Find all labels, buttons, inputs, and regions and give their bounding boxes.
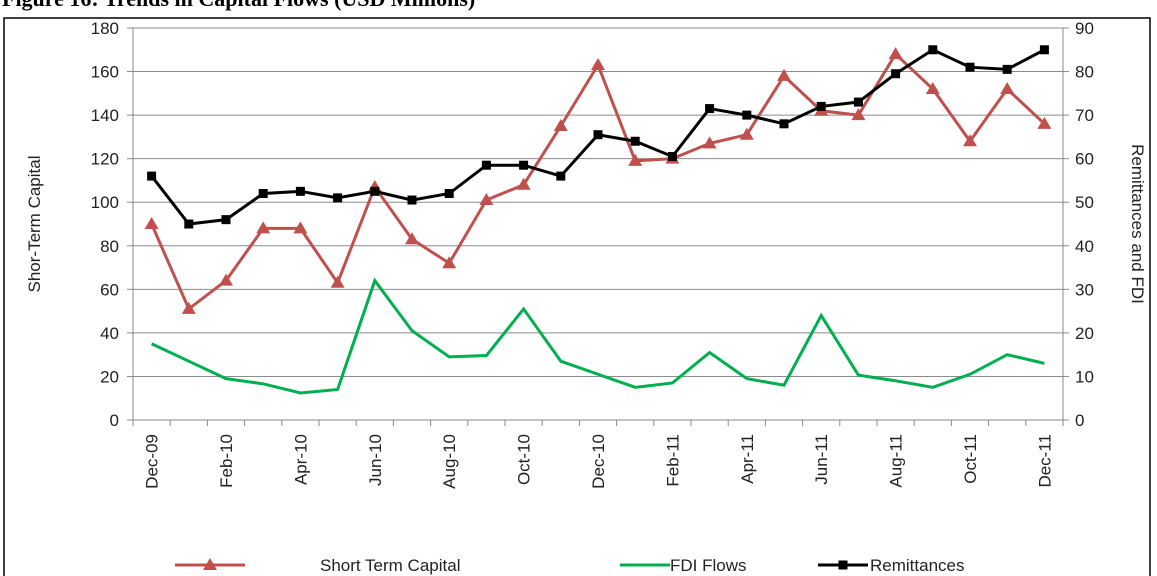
point bbox=[442, 256, 457, 269]
point bbox=[591, 58, 605, 71]
point bbox=[593, 130, 603, 140]
point bbox=[1002, 64, 1012, 74]
y2-tick-label: 70 bbox=[1075, 106, 1094, 125]
point bbox=[181, 301, 196, 314]
legend-label: Short Term Capital bbox=[320, 556, 460, 575]
x-tick-label: Aug-11 bbox=[887, 434, 906, 488]
y-tick-label: 160 bbox=[91, 63, 119, 82]
y2-tick-label: 80 bbox=[1075, 63, 1094, 82]
y-tick-label: 140 bbox=[91, 106, 119, 125]
x-tick-label: Jun-11 bbox=[812, 434, 831, 485]
point bbox=[293, 221, 308, 234]
y2-tick-label: 90 bbox=[1075, 19, 1094, 38]
point bbox=[739, 127, 754, 140]
y-tick-label: 100 bbox=[91, 193, 119, 212]
y2-tick-label: 50 bbox=[1075, 193, 1094, 212]
x-tick-label: Feb-10 bbox=[217, 434, 236, 488]
point bbox=[479, 193, 494, 206]
point bbox=[779, 119, 789, 129]
y2-tick-label: 40 bbox=[1075, 237, 1094, 256]
y-tick-label: 60 bbox=[100, 280, 119, 299]
series-line bbox=[150, 51, 1046, 312]
y2-tick-label: 30 bbox=[1075, 280, 1094, 299]
point bbox=[556, 171, 566, 181]
point bbox=[258, 189, 268, 199]
point bbox=[444, 189, 454, 199]
point bbox=[144, 217, 159, 229]
point bbox=[330, 275, 345, 288]
point bbox=[742, 110, 752, 120]
point bbox=[777, 68, 791, 81]
y-tick-label: 120 bbox=[91, 150, 119, 169]
point bbox=[219, 273, 233, 286]
y-tick-label: 0 bbox=[110, 411, 119, 430]
y-axis-label: Shor-Term Capital bbox=[25, 156, 44, 293]
y-tick-label: 20 bbox=[100, 367, 119, 386]
x-tick-label: Dec-09 bbox=[143, 434, 162, 489]
point bbox=[221, 215, 231, 225]
point bbox=[816, 101, 826, 111]
point bbox=[702, 136, 717, 149]
point bbox=[1037, 116, 1052, 129]
point bbox=[851, 108, 866, 121]
y2-tick-label: 0 bbox=[1075, 411, 1084, 430]
x-tick-label: Oct-11 bbox=[961, 434, 980, 484]
legend-label: FDI Flows bbox=[670, 556, 747, 575]
point bbox=[853, 97, 863, 107]
point bbox=[370, 186, 380, 196]
point bbox=[891, 69, 901, 79]
y2-tick-label: 10 bbox=[1075, 367, 1094, 386]
series-line bbox=[150, 277, 1045, 395]
point bbox=[203, 558, 217, 570]
point bbox=[628, 153, 643, 166]
point bbox=[405, 232, 419, 245]
x-tick-label: Dec-11 bbox=[1035, 434, 1054, 488]
point bbox=[888, 47, 903, 60]
x-tick-label: Apr-11 bbox=[738, 434, 757, 484]
point bbox=[295, 186, 305, 196]
point bbox=[516, 177, 531, 190]
y2-tick-label: 60 bbox=[1075, 150, 1094, 169]
x-tick-label: Oct-10 bbox=[515, 434, 534, 485]
point bbox=[147, 171, 157, 181]
point bbox=[838, 560, 848, 570]
point bbox=[481, 160, 491, 170]
point bbox=[1039, 45, 1049, 55]
legend-label: Remittances bbox=[870, 556, 964, 575]
x-tick-label: Apr-10 bbox=[291, 434, 310, 485]
point bbox=[256, 221, 271, 234]
point bbox=[928, 45, 938, 55]
point bbox=[963, 134, 977, 147]
x-tick-label: Dec-10 bbox=[589, 434, 608, 489]
point bbox=[519, 160, 529, 170]
y-tick-label: 80 bbox=[100, 237, 119, 256]
y2-axis-label: Remittances and FDI bbox=[1128, 144, 1147, 304]
point bbox=[925, 81, 940, 94]
point bbox=[667, 151, 677, 161]
x-tick-label: Aug-10 bbox=[440, 434, 459, 489]
point bbox=[184, 219, 194, 229]
point bbox=[705, 104, 715, 114]
x-tick-label: Jun-10 bbox=[366, 434, 385, 486]
y-tick-label: 180 bbox=[91, 19, 119, 38]
point bbox=[1000, 81, 1015, 94]
point bbox=[407, 195, 417, 205]
y2-tick-label: 20 bbox=[1075, 324, 1094, 343]
point bbox=[553, 119, 568, 131]
x-tick-label: Feb-11 bbox=[663, 434, 682, 487]
chart-title: Figure 16: Trends in Capital Flows (USD … bbox=[2, 0, 475, 11]
point bbox=[333, 193, 343, 203]
chart-border bbox=[3, 17, 1151, 576]
point bbox=[965, 62, 975, 72]
y-tick-label: 40 bbox=[100, 324, 119, 343]
point bbox=[630, 136, 640, 146]
